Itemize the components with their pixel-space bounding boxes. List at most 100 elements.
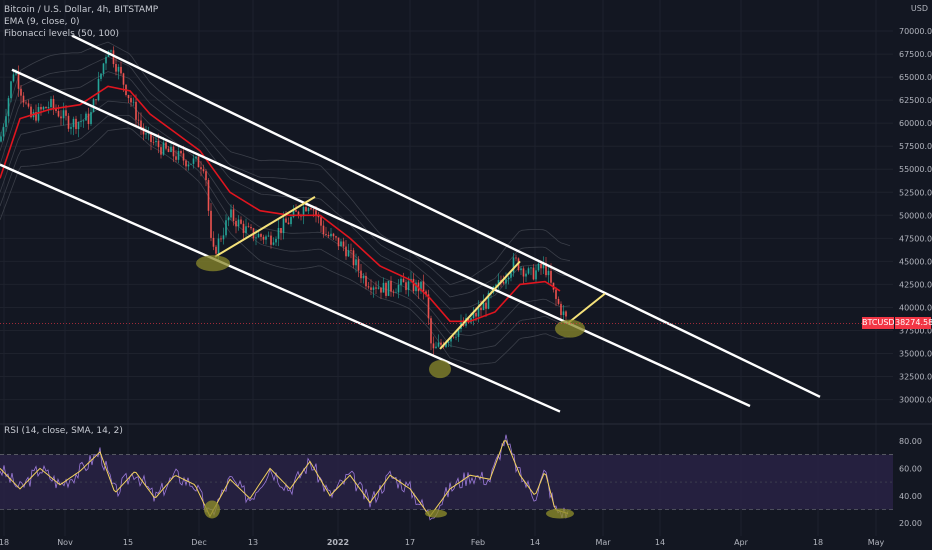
candle-body bbox=[127, 94, 130, 99]
time-tick-label: May bbox=[868, 538, 885, 547]
candle-body bbox=[180, 151, 182, 154]
candle-body bbox=[42, 106, 45, 110]
candle-body bbox=[275, 238, 277, 243]
candle-body bbox=[62, 110, 65, 119]
candle-body bbox=[545, 263, 547, 276]
candle-body bbox=[440, 342, 442, 345]
candle-body bbox=[235, 220, 237, 227]
candle-body bbox=[302, 206, 305, 217]
candle-body bbox=[265, 236, 267, 240]
candle-body bbox=[357, 259, 360, 271]
candle-body bbox=[380, 287, 382, 293]
candle-body bbox=[300, 215, 302, 217]
candle-body bbox=[387, 280, 390, 296]
price-tick-label: 45000.00 bbox=[899, 257, 932, 266]
candle-body bbox=[392, 291, 395, 293]
rsi-legend[interactable]: RSI (14, close, SMA, 14, 2) bbox=[4, 426, 123, 436]
candle-body bbox=[527, 268, 530, 274]
highlight-ellipse bbox=[555, 319, 585, 338]
rsi-highlight bbox=[425, 509, 447, 518]
candle-body bbox=[307, 208, 310, 212]
candle-body bbox=[522, 268, 525, 277]
price-tick-label: 67500.00 bbox=[899, 50, 932, 59]
candle-body bbox=[177, 151, 180, 160]
time-tick-label: 14 bbox=[655, 538, 665, 547]
candle-body bbox=[80, 121, 82, 123]
candle-body bbox=[140, 120, 142, 128]
yellow-trendline bbox=[439, 260, 521, 350]
price-tick-label: 50000.00 bbox=[899, 211, 932, 220]
candle-body bbox=[457, 329, 460, 337]
main-legend: Bitcoin / U.S. Dollar, 4h, BITSTAMP EMA … bbox=[4, 4, 158, 40]
candle-body bbox=[210, 210, 212, 238]
candle-body bbox=[555, 289, 557, 299]
candle-body bbox=[482, 302, 485, 311]
candle-body bbox=[287, 222, 290, 225]
candle-body bbox=[217, 238, 220, 254]
candle-body bbox=[27, 103, 30, 107]
candle-body bbox=[505, 279, 507, 284]
currency-label[interactable]: USD bbox=[910, 4, 928, 13]
candle-body bbox=[385, 282, 387, 296]
rsi-highlight bbox=[546, 508, 574, 519]
price-tick-label: 47500.00 bbox=[899, 234, 932, 243]
candle-body bbox=[90, 112, 92, 125]
candle-body bbox=[282, 218, 285, 234]
symbol-legend[interactable]: Bitcoin / U.S. Dollar, 4h, BITSTAMP bbox=[4, 5, 159, 15]
candle-body bbox=[412, 278, 415, 292]
candle-body bbox=[242, 223, 245, 234]
candle-body bbox=[150, 132, 152, 143]
fib-legend[interactable]: Fibonacci levels (50, 100) bbox=[4, 29, 120, 39]
candle-body bbox=[20, 88, 22, 96]
candle-body bbox=[305, 206, 307, 212]
candle-body bbox=[117, 66, 120, 72]
candle-body bbox=[95, 99, 97, 101]
candle-body bbox=[0, 136, 2, 142]
candle-body bbox=[110, 50, 112, 52]
candle-body bbox=[480, 307, 482, 311]
candle-body bbox=[45, 106, 47, 109]
rsi-tick-label: 20.00 bbox=[899, 519, 922, 528]
candle-body bbox=[67, 115, 70, 129]
candle-body bbox=[422, 281, 425, 292]
candle-body bbox=[115, 64, 117, 72]
yellow-trendline bbox=[214, 196, 316, 258]
candle-body bbox=[495, 284, 497, 287]
candle-body bbox=[100, 73, 102, 79]
candle-body bbox=[12, 74, 15, 82]
candle-body bbox=[162, 142, 165, 155]
fibonacci-envelope bbox=[0, 41, 571, 365]
ema-legend[interactable]: EMA (9, close, 0) bbox=[4, 17, 80, 27]
candle-body bbox=[207, 180, 210, 211]
candle-body bbox=[222, 235, 225, 240]
rsi-ma-line bbox=[0, 440, 569, 518]
candle-body bbox=[245, 226, 247, 234]
candle-body bbox=[532, 267, 535, 280]
time-tick-label: Nov bbox=[57, 538, 73, 547]
candle-body bbox=[137, 119, 140, 121]
candle-body bbox=[437, 342, 440, 347]
candle-body bbox=[377, 287, 380, 289]
candle-body bbox=[52, 98, 55, 109]
candle-body bbox=[295, 210, 297, 212]
candle-body bbox=[102, 63, 105, 74]
candle-body bbox=[120, 66, 122, 74]
candle-body bbox=[337, 237, 340, 247]
candle-body bbox=[487, 292, 490, 309]
candle-body bbox=[347, 250, 350, 257]
candle-body bbox=[445, 342, 447, 347]
candle-body bbox=[172, 146, 175, 157]
candle-body bbox=[10, 81, 12, 99]
candle-body bbox=[540, 263, 542, 269]
candle-body bbox=[370, 287, 372, 290]
candle-body bbox=[65, 110, 67, 116]
candle-body bbox=[227, 217, 230, 221]
candle-body bbox=[455, 336, 457, 338]
candle-body bbox=[515, 257, 517, 259]
price-tick-label: 35000.00 bbox=[899, 350, 932, 359]
candle-body bbox=[507, 277, 510, 280]
candle-body bbox=[192, 158, 195, 164]
candle-body bbox=[195, 156, 197, 159]
candle-body bbox=[430, 318, 432, 344]
